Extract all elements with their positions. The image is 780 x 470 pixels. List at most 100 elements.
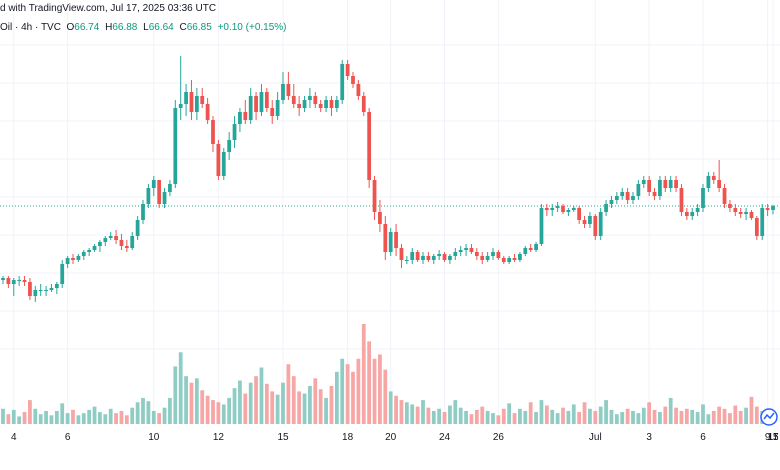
volume-bar (200, 390, 205, 424)
candle-body (663, 180, 668, 188)
candle-body (146, 188, 151, 204)
volume-bar (168, 397, 172, 424)
candle-body (496, 252, 501, 258)
candle-body (458, 250, 463, 252)
candle-body (582, 220, 587, 224)
volume-bar (609, 409, 614, 424)
volume-bar (33, 408, 38, 424)
candle-body (168, 184, 172, 192)
candle-body (216, 144, 221, 176)
candle-body (211, 120, 215, 144)
candle-body (205, 104, 210, 120)
candle-body (114, 236, 118, 240)
volume-bar (44, 410, 48, 424)
candle-body (157, 180, 162, 204)
volume-bar (754, 406, 759, 424)
volume-bar (431, 410, 436, 424)
candle-body (71, 258, 75, 260)
volume-bar (426, 407, 431, 424)
volume-bar (324, 397, 328, 424)
candle-body (744, 212, 748, 214)
volume-bar (528, 402, 533, 424)
candle-body (264, 92, 269, 108)
candle-body (232, 124, 237, 140)
volume-bar (28, 400, 32, 424)
volume-bar (658, 412, 662, 424)
close-value: 66.85 (186, 22, 212, 33)
candle-body (130, 236, 135, 248)
candle-body (178, 104, 183, 108)
volume-bar (124, 415, 129, 424)
volume-bar (216, 402, 221, 424)
volume-bar (582, 402, 587, 424)
candle-body (485, 256, 490, 260)
high-label: H (105, 22, 113, 33)
volume-bar (178, 352, 183, 424)
volume-bar (87, 409, 92, 424)
volume-bar (437, 408, 442, 424)
candle-body (641, 180, 646, 184)
x-tick-label: 6 (65, 432, 71, 443)
high-value: 66.88 (112, 22, 138, 33)
volume-bar (749, 396, 754, 424)
volume-bar (103, 414, 108, 424)
volume-bar (194, 378, 199, 424)
volume-bar (211, 400, 215, 424)
volume-bar (410, 404, 415, 424)
candle-body (1, 278, 5, 280)
volume-bar (722, 408, 727, 424)
candle-body (345, 64, 350, 76)
candle-body (474, 252, 479, 256)
volume-bar (6, 414, 11, 424)
tradingview-logo-icon (760, 408, 778, 426)
candle-body (453, 252, 458, 256)
candle-body (17, 280, 22, 281)
candle-body (351, 76, 355, 84)
volume-bar (49, 415, 54, 424)
volume-bar (571, 404, 576, 424)
x-tick-label: 15 (277, 432, 289, 443)
volume-bar (286, 364, 291, 424)
volume-bar (173, 366, 178, 424)
candle-body (378, 212, 382, 224)
candle-body (733, 208, 738, 212)
candle-body (227, 140, 232, 152)
close-label: C (179, 22, 187, 33)
candle-body (469, 248, 474, 252)
volume-bar (297, 391, 302, 424)
candle-body (442, 254, 447, 260)
volume-bar (684, 408, 689, 424)
volume-bar (641, 407, 646, 424)
volume-bar (512, 413, 517, 424)
volume-bar (205, 395, 210, 424)
volume-bar (458, 407, 463, 424)
volume-bar (141, 397, 145, 424)
volume-bar (474, 409, 479, 424)
candle-body (706, 176, 711, 188)
volume-bar (318, 389, 323, 424)
volume-bar (291, 376, 296, 424)
volume-bar (329, 385, 334, 424)
volume-bar (625, 408, 630, 424)
candle-body (281, 84, 285, 100)
x-tick-label: 20 (385, 432, 397, 443)
candle-body (410, 252, 415, 260)
volume-bar (157, 413, 162, 424)
low-value: 66.64 (148, 22, 174, 33)
volume-bar (501, 408, 506, 424)
candle-body (254, 96, 258, 112)
candle-body (679, 188, 684, 212)
volume-bar (561, 407, 565, 424)
published-label: d with TradingView.com, Jul 17, 2025 03:… (0, 3, 217, 14)
grid (0, 0, 780, 424)
candle-body (356, 84, 361, 96)
volume-bar (119, 410, 124, 424)
volume-bar (221, 404, 226, 424)
candle-body (162, 192, 167, 204)
x-tick-label: 15 (767, 432, 779, 443)
candle-body (598, 212, 603, 236)
volume-bar (496, 415, 501, 424)
volume-bar (1, 408, 5, 424)
